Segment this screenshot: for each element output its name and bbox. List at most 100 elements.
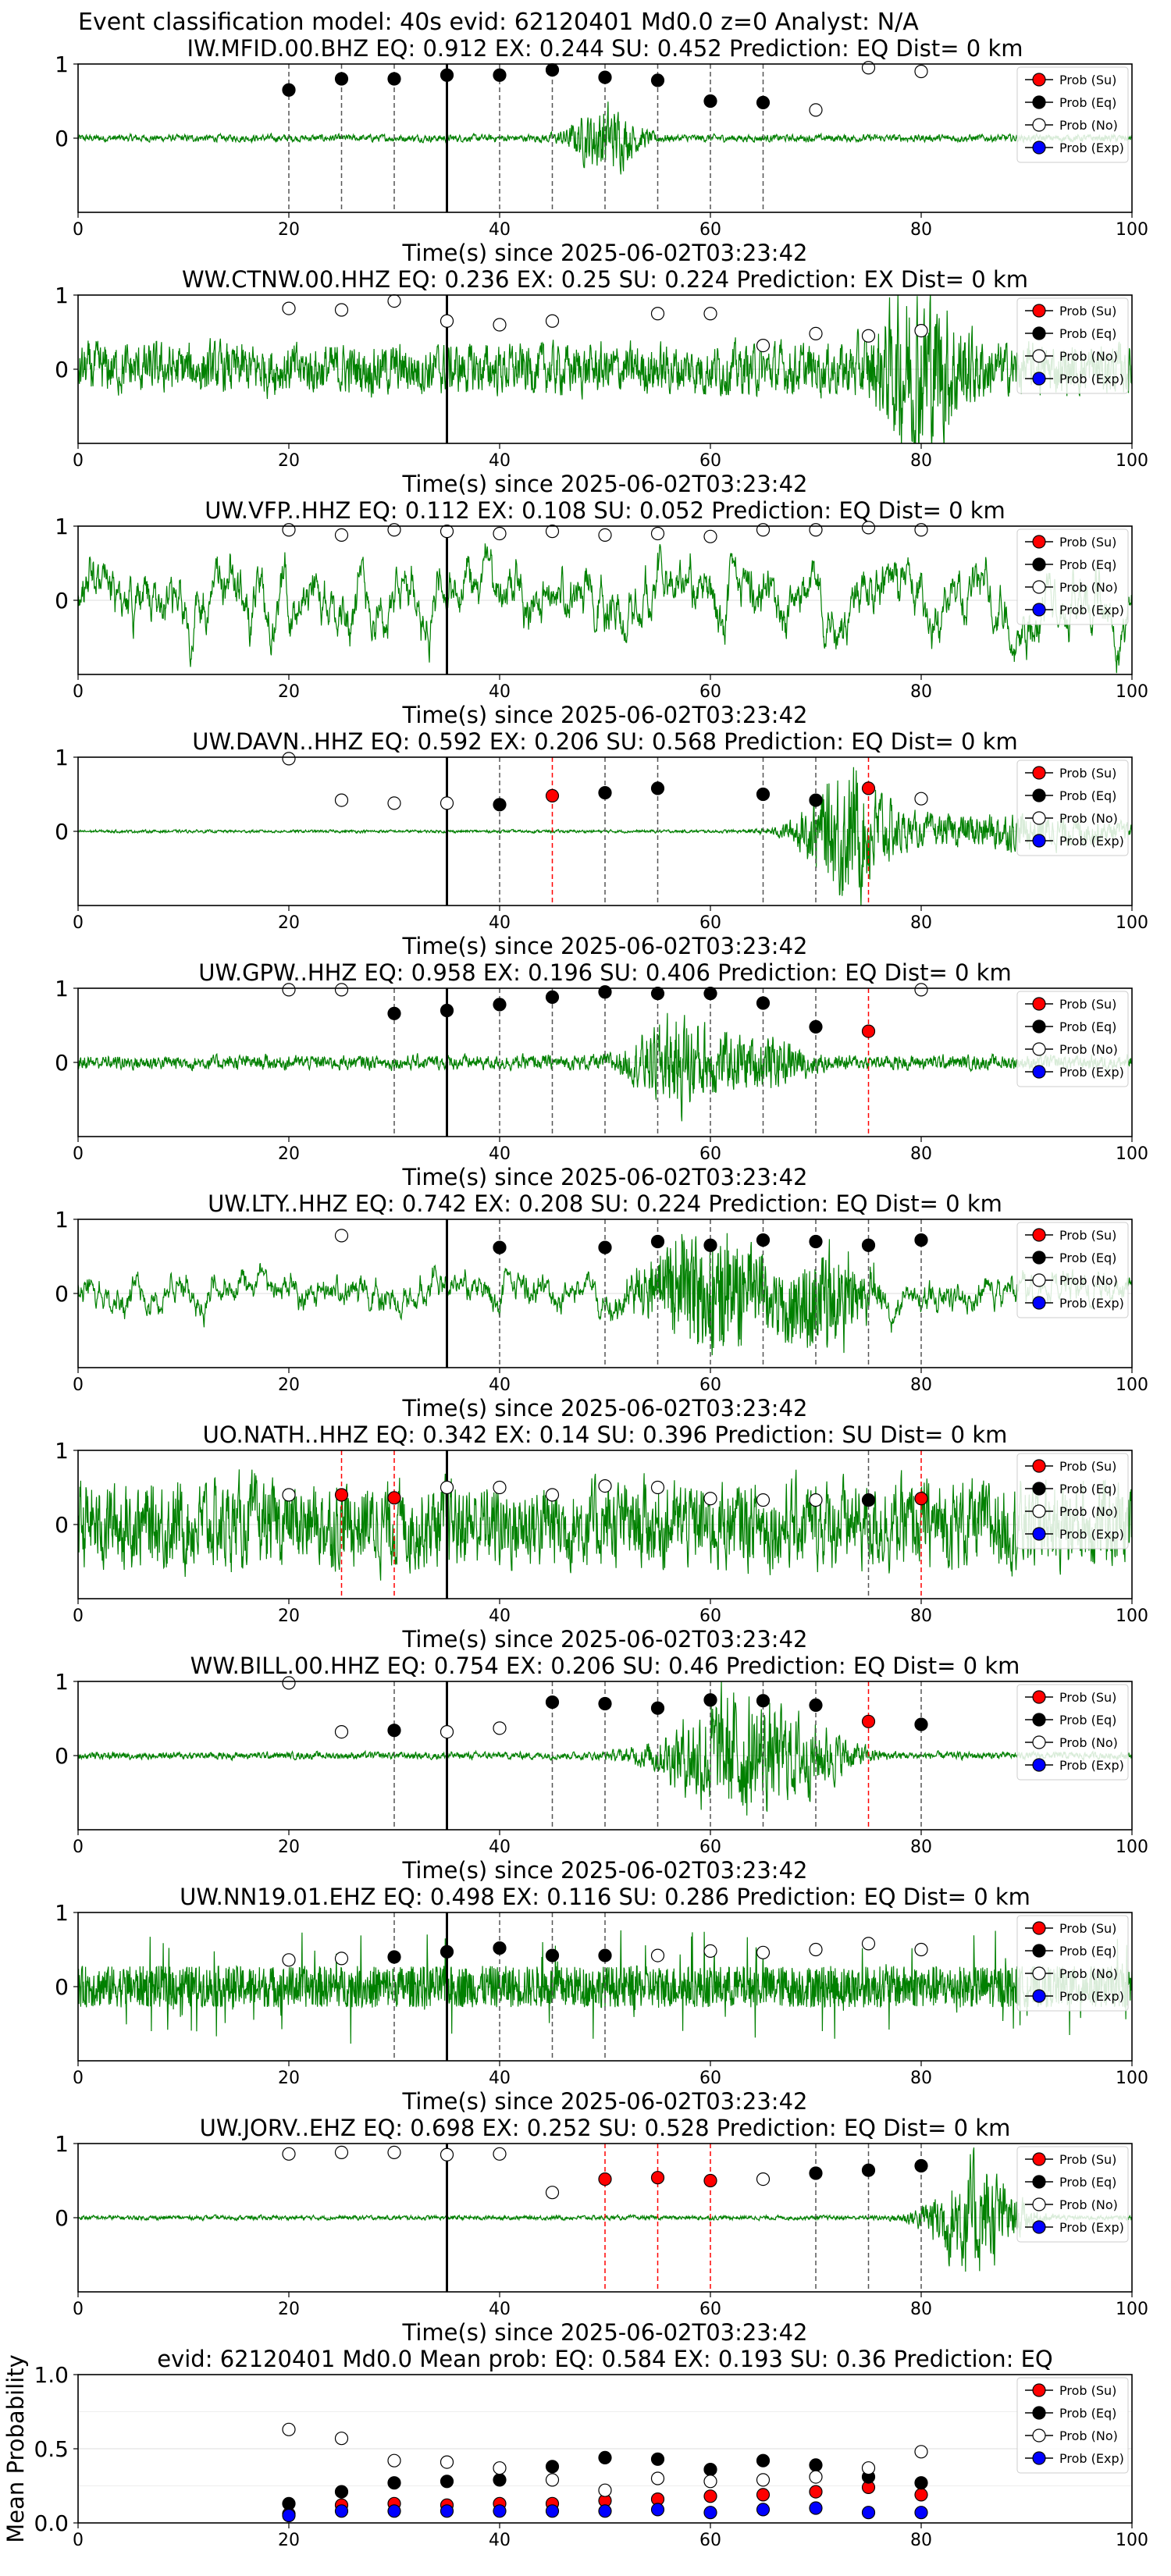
waveform-trace: [78, 295, 1132, 443]
prob-marker-5: [545, 1488, 560, 1502]
prob-marker-12: [914, 1942, 928, 1957]
x-tick-label-1: 20: [278, 1144, 300, 1164]
panel-3: UW.VFP..HHZ EQ: 0.112 EX: 0.108 SU: 0.05…: [55, 497, 1148, 728]
legend-marker-exp: [1032, 603, 1046, 617]
prob-marker-3: [440, 1725, 454, 1739]
prob-marker-8: [703, 529, 717, 543]
legend-marker-eq: [1032, 1251, 1046, 1265]
legend-label-exp: Prob (Exp): [1059, 1989, 1124, 2004]
prob-marker-5: [545, 314, 560, 328]
legend-box: [1016, 991, 1129, 1087]
prob-marker-6: [598, 2172, 612, 2186]
prob-marker-5: [545, 1948, 560, 1962]
x-tick-label-5: 100: [1116, 913, 1148, 933]
legend-marker-no: [1032, 1042, 1046, 1056]
panel-10: UW.JORV..EHZ EQ: 0.698 EX: 0.252 SU: 0.5…: [55, 2115, 1148, 2346]
legend-marker-exp: [1032, 1296, 1046, 1310]
legend-label-su: Prob (Su): [1059, 2152, 1116, 2167]
prob-marker-0: [282, 301, 296, 315]
prob-marker-0: [282, 983, 296, 997]
legend-label-eq: Prob (Eq): [1059, 1019, 1116, 1034]
panel-title: UW.VFP..HHZ EQ: 0.112 EX: 0.108 SU: 0.05…: [205, 497, 1005, 524]
x-tick-label-3: 60: [699, 2300, 721, 2319]
x-tick-label-1: 20: [278, 913, 300, 933]
prob-marker-12: [914, 523, 928, 537]
mean-marker-eq-6: [598, 2450, 612, 2464]
prob-marker-3: [440, 1944, 454, 1959]
legend-marker-eq: [1032, 1019, 1046, 1034]
mean-marker-no-0: [282, 2422, 296, 2436]
legend-box: [1016, 1453, 1129, 1550]
prob-marker-6: [598, 528, 612, 543]
axes-frame: [77, 1450, 1133, 1599]
legend-marker-exp: [1032, 141, 1046, 155]
x-axis-label: Time(s) since 2025-06-02T03:23:42: [402, 1395, 808, 1421]
prob-marker-1: [334, 2145, 349, 2159]
panel-title: UW.DAVN..HHZ EQ: 0.592 EX: 0.206 SU: 0.5…: [192, 728, 1017, 755]
prob-marker-0: [282, 1488, 296, 1502]
legend-marker-eq: [1032, 2175, 1046, 2189]
y-tick-label-0: 1: [55, 1669, 69, 1695]
prob-marker-8: [703, 1944, 717, 1958]
legend-marker-no: [1032, 1504, 1046, 1518]
prob-marker-3: [440, 68, 454, 82]
axes-frame: [77, 756, 1133, 906]
y-tick-label-1: 0.5: [34, 2436, 69, 2462]
y-tick-label-1: 0: [55, 1974, 69, 2000]
prob-marker-7: [650, 73, 665, 87]
legend-marker-eq: [1032, 326, 1046, 340]
x-tick-label-3: 60: [699, 451, 721, 471]
x-tick-label-2: 40: [489, 220, 511, 240]
panel-title: UW.GPW..HHZ EQ: 0.958 EX: 0.196 SU: 0.40…: [198, 959, 1011, 986]
prob-marker-11: [861, 2163, 876, 2177]
legend-marker-eq: [1032, 557, 1046, 571]
prob-marker-12: [914, 1717, 928, 1731]
y-tick-label-0: 1: [55, 1207, 69, 1233]
prob-marker-5: [545, 1695, 560, 1710]
legend-marker-su: [1032, 997, 1046, 1011]
legend-label-su: Prob (Su): [1059, 2383, 1116, 2398]
y-tick-label-1: 0: [55, 588, 69, 614]
legend-marker-eq: [1032, 2406, 1046, 2420]
prob-marker-9: [756, 996, 771, 1010]
prob-marker-1: [334, 983, 349, 997]
prob-marker-3: [440, 2147, 454, 2161]
legend-marker-exp: [1032, 2451, 1046, 2465]
legend-marker-su: [1032, 766, 1046, 780]
prob-marker-2: [387, 1950, 401, 1964]
prob-marker-11: [861, 1493, 876, 1507]
legend-marker-exp: [1032, 1065, 1046, 1079]
x-tick-label-5: 100: [1116, 2531, 1148, 2550]
legend-marker-no: [1032, 2197, 1046, 2211]
mean-marker-no-8: [703, 2475, 717, 2489]
prob-marker-5: [545, 788, 560, 803]
x-tick-label-1: 20: [278, 2531, 300, 2550]
mean-marker-no-9: [756, 2473, 771, 2487]
legend-marker-eq: [1032, 95, 1046, 109]
prob-marker-6: [598, 1948, 612, 1962]
legend-label-no: Prob (No): [1059, 118, 1118, 133]
prob-marker-10: [809, 523, 823, 537]
mean-marker-eq-9: [756, 2453, 771, 2467]
x-tick-label-4: 80: [910, 913, 932, 933]
y-tick-label-0: 1: [55, 283, 69, 308]
panel-6: UW.LTY..HHZ EQ: 0.742 EX: 0.208 SU: 0.22…: [55, 1190, 1148, 1421]
prob-marker-8: [703, 1693, 717, 1707]
prob-marker-4: [493, 318, 507, 332]
x-tick-label-4: 80: [910, 2069, 932, 2088]
prob-marker-6: [598, 1478, 612, 1493]
legend-marker-su: [1032, 1228, 1046, 1242]
legend-box: [1016, 2146, 1129, 2243]
x-tick-label-5: 100: [1116, 451, 1148, 471]
y-axis-label: Mean Probability: [2, 2354, 29, 2543]
prob-marker-10: [809, 103, 823, 117]
legend-label-exp: Prob (Exp): [1059, 2451, 1124, 2466]
x-tick-label-4: 80: [910, 220, 932, 240]
y-tick-label-1: 0: [55, 357, 69, 382]
legend-marker-no: [1032, 580, 1046, 594]
panel-title: UW.NN19.01.EHZ EQ: 0.498 EX: 0.116 SU: 0…: [180, 1884, 1030, 1910]
x-tick-label-1: 20: [278, 1838, 300, 1857]
legend-marker-su: [1032, 73, 1046, 87]
